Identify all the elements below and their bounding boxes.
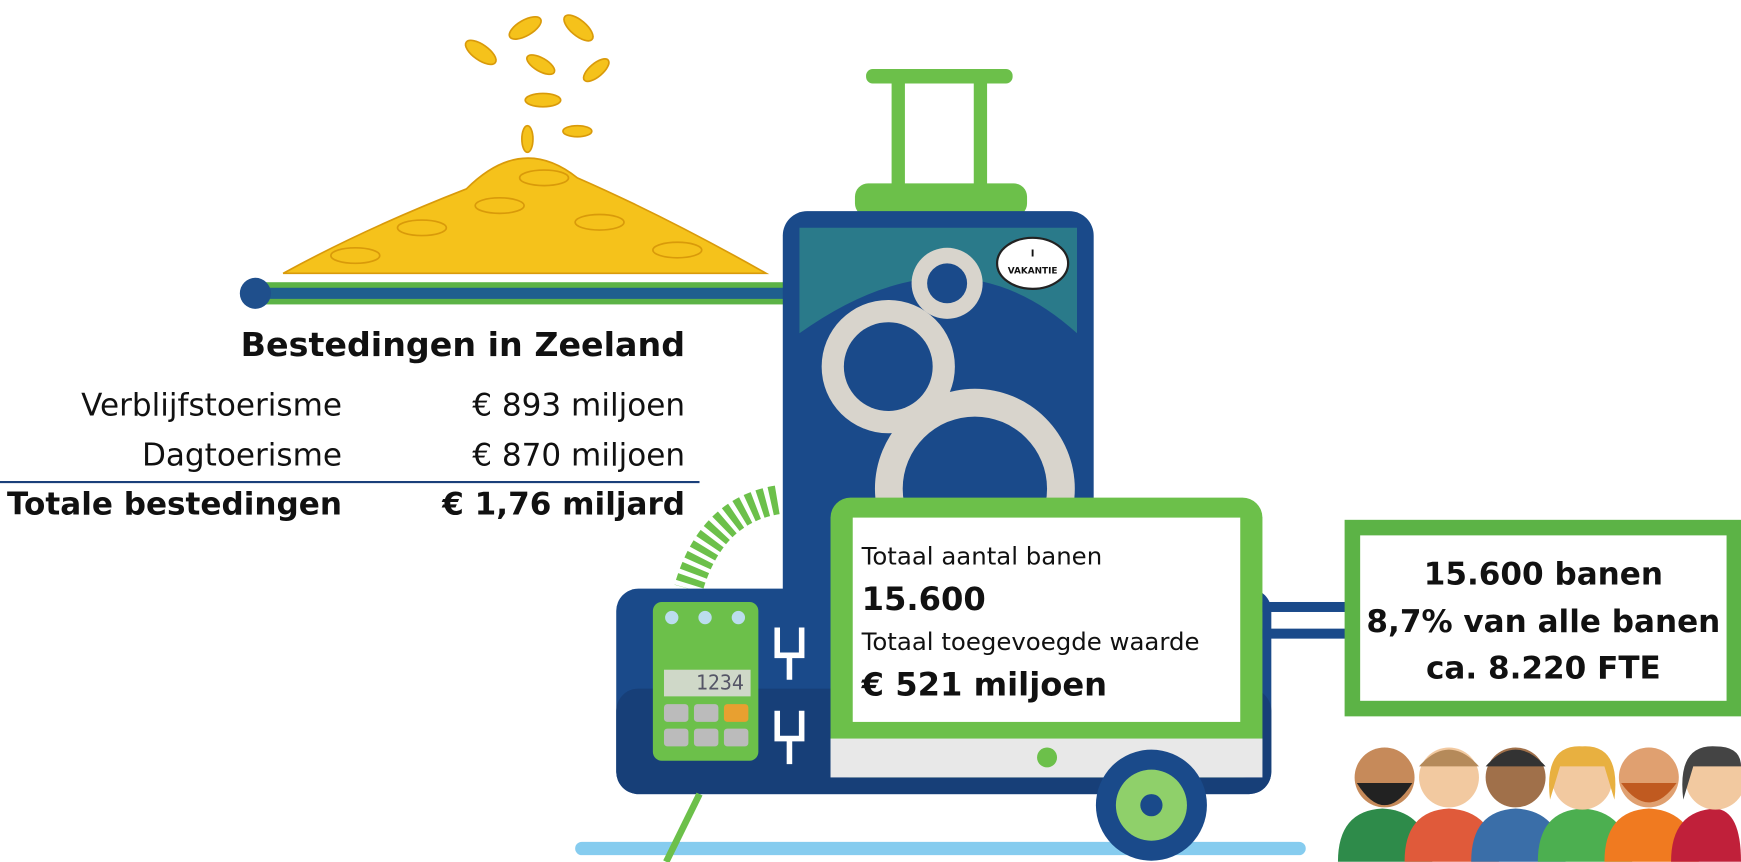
row-value: € 870 miljoen bbox=[472, 438, 685, 474]
spending-title: Bestedingen in Zeeland bbox=[241, 325, 685, 364]
jobs-line: 15.600 banen bbox=[1424, 556, 1663, 592]
sticker-text: VAKANTIE bbox=[1008, 267, 1058, 277]
ground bbox=[575, 841, 1306, 856]
connectors bbox=[774, 627, 805, 765]
row-label: Verblijfstoerisme bbox=[81, 388, 342, 424]
button bbox=[698, 610, 712, 625]
calculator-number: 1234 bbox=[696, 671, 744, 695]
button bbox=[665, 610, 679, 625]
coin-pile bbox=[282, 14, 770, 275]
row-value: € 1,76 miljard bbox=[441, 486, 685, 522]
row-value: € 893 miljoen bbox=[472, 388, 685, 424]
row-label: Totale bestedingen bbox=[7, 486, 342, 522]
conveyor-belt bbox=[266, 287, 787, 299]
jobs-box bbox=[1344, 519, 1741, 717]
jobs-label: Totaal aantal banen bbox=[861, 542, 1103, 571]
people bbox=[1337, 746, 1741, 862]
button bbox=[731, 610, 746, 625]
pipe bbox=[1262, 628, 1352, 639]
sticker-text: I bbox=[1031, 248, 1035, 259]
added-value-label: Totaal toegevoegde waarde bbox=[861, 627, 1200, 656]
jobs-line: 8,7% van alle banen bbox=[1366, 604, 1720, 640]
calculator-display bbox=[663, 669, 751, 697]
wheel-center bbox=[1140, 794, 1163, 817]
jobs-line: ca. 8.220 FTE bbox=[1426, 651, 1661, 687]
pipe bbox=[1262, 601, 1352, 612]
added-value: € 521 miljoen bbox=[861, 665, 1108, 703]
hose bbox=[674, 485, 781, 593]
monitor-screen bbox=[852, 517, 1241, 722]
row-label: Dagtoerisme bbox=[142, 438, 342, 474]
conveyor-roller bbox=[239, 277, 271, 309]
leg bbox=[663, 792, 703, 862]
calculator-keys bbox=[663, 704, 749, 747]
jobs-value: 15.600 bbox=[862, 580, 986, 618]
monitor-button bbox=[1037, 747, 1058, 768]
